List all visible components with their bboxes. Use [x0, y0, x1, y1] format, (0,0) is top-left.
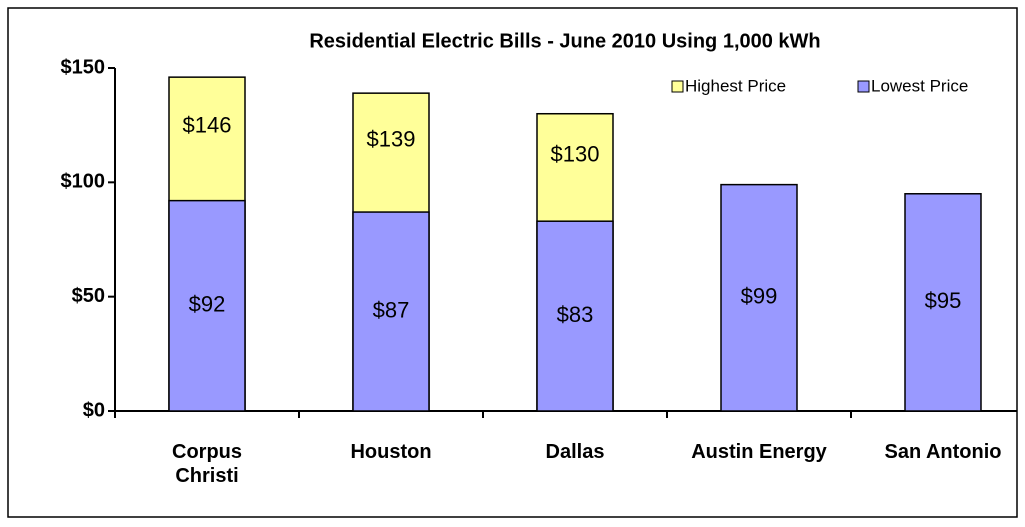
x-tick-label: Corpus Christi — [172, 441, 242, 487]
y-tick-label: $50 — [72, 285, 105, 307]
value-label: $130 — [551, 141, 600, 166]
y-tick-label: $150 — [61, 56, 106, 78]
y-tick-label: $0 — [83, 399, 105, 421]
value-label: $95 — [925, 288, 962, 313]
x-tick-label: Dallas — [545, 441, 605, 463]
legend-swatch — [671, 80, 684, 93]
value-label: $99 — [741, 284, 778, 309]
x-tick-label: Houston — [350, 441, 432, 463]
value-label: $146 — [183, 113, 232, 138]
value-label: $87 — [373, 297, 410, 322]
bar — [168, 199, 246, 412]
value-label: $92 — [189, 292, 226, 317]
legend-swatch — [857, 80, 870, 93]
bar — [536, 220, 614, 412]
x-tick-label: San Antonio — [884, 441, 1002, 463]
bar — [720, 183, 798, 412]
x-tick-label: Austin Energy — [691, 441, 827, 463]
y-tick-label: $100 — [61, 171, 106, 193]
legend-label: Highest Price — [685, 76, 786, 95]
bar — [904, 193, 982, 412]
legend-label: Lowest Price — [871, 76, 968, 95]
chart-title: Residential Electric Bills - June 2010 U… — [309, 30, 820, 52]
value-label: $139 — [367, 126, 416, 151]
value-label: $83 — [557, 302, 594, 327]
bar — [352, 211, 430, 412]
